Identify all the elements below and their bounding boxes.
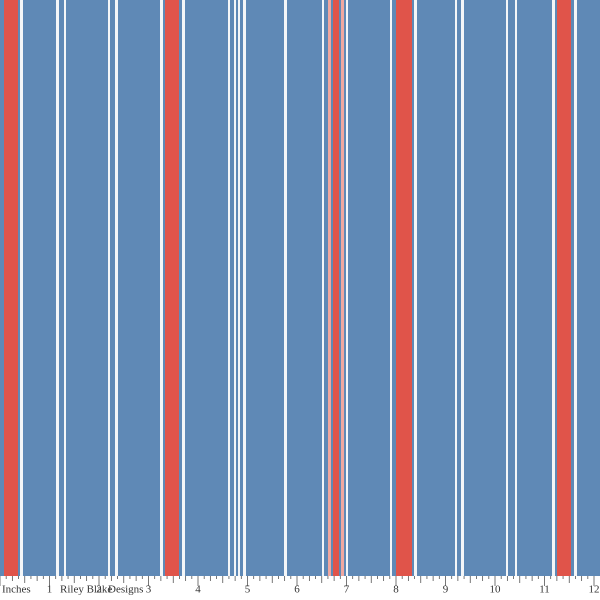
- stripe: [238, 0, 240, 576]
- fabric-background: [0, 0, 600, 576]
- ruler-number: 11: [539, 584, 550, 596]
- stripes: [4, 0, 577, 576]
- stripe: [328, 0, 331, 576]
- ruler-number: 5: [245, 584, 251, 596]
- ruler-number: 9: [443, 584, 449, 596]
- ruler-brand: Designs: [108, 584, 143, 596]
- stripe: [461, 0, 464, 576]
- stripe: [20, 0, 23, 576]
- stripe: [56, 0, 59, 576]
- stripe: [115, 0, 118, 576]
- stripe: [346, 0, 348, 576]
- ruler-brand: Riley Blake: [60, 584, 112, 596]
- stripe: [165, 0, 179, 576]
- ruler-number: 10: [490, 584, 502, 596]
- stripe: [506, 0, 508, 576]
- stripe: [234, 0, 236, 576]
- stripe: [552, 0, 555, 576]
- ruler-number: 3: [146, 584, 152, 596]
- stripe: [160, 0, 163, 576]
- ruler-unit-label: Inches: [2, 584, 31, 596]
- stripe: [228, 0, 230, 576]
- stripe: [515, 0, 517, 576]
- stripe: [284, 0, 287, 576]
- stripe: [390, 0, 392, 576]
- ruler-number: 4: [195, 584, 201, 596]
- stripe: [455, 0, 457, 576]
- ruler-number: 12: [589, 584, 600, 596]
- stripe: [333, 0, 339, 576]
- stripe: [396, 0, 412, 576]
- stripe: [243, 0, 246, 576]
- ruler-number: 1: [47, 584, 53, 596]
- stripe: [64, 0, 66, 576]
- stripe: [557, 0, 571, 576]
- ruler-number: 8: [393, 584, 399, 596]
- stripe: [4, 0, 18, 576]
- stripe: [574, 0, 577, 576]
- stripe: [108, 0, 110, 576]
- ruler-band: [0, 576, 600, 600]
- stripe: [341, 0, 344, 576]
- ruler: Inches Riley Blake Designs 1 2 3 4 5 6 7 8 9 10 11…: [0, 576, 600, 596]
- stripe: [414, 0, 417, 576]
- stripe: [182, 0, 185, 576]
- ruler-number: 6: [294, 584, 300, 596]
- ruler-number: 2: [96, 584, 102, 596]
- ruler-number: 7: [344, 584, 350, 596]
- stripe: [322, 0, 324, 576]
